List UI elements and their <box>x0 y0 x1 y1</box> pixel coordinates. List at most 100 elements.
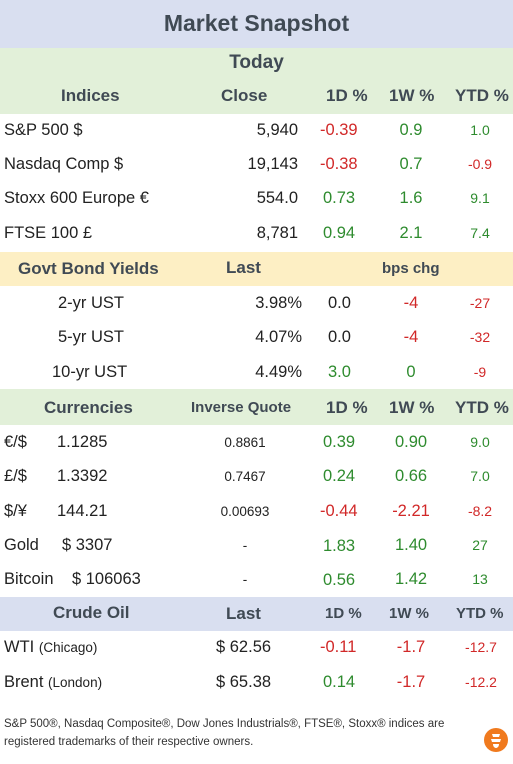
bond-d1: 0.0 <box>328 328 351 346</box>
currency-name: £/$ <box>4 467 27 485</box>
bond-w1: -4 <box>403 328 419 346</box>
d1-header: 1D % <box>326 86 368 105</box>
crude-w1: -1.7 <box>396 638 426 656</box>
index-name: S&P 500 $ <box>4 121 83 139</box>
currency-w1: 1.42 <box>394 570 428 588</box>
crude-header: Crude Oil <box>53 603 130 622</box>
ytd-header: YTD % <box>456 605 504 622</box>
crude-name: WTI <box>4 638 35 656</box>
currency-inverse: - <box>242 572 248 587</box>
crude-w1: -1.7 <box>396 673 426 691</box>
currency-price: 1.3392 <box>57 467 108 485</box>
bond-w1: -4 <box>403 294 419 312</box>
currency-price: 1.1285 <box>57 433 108 451</box>
currency-w1: -2.21 <box>392 502 430 520</box>
crude-name-cell: Brent (London) <box>4 673 102 692</box>
crude-last-header: Last <box>226 604 261 623</box>
flame-logo-icon <box>484 728 508 752</box>
index-name: Nasdaq Comp $ <box>4 155 124 173</box>
bonds-header-band <box>0 252 513 286</box>
close-header: Close <box>221 86 268 105</box>
currencies-header-band <box>0 389 513 425</box>
index-w1: 0.7 <box>399 155 423 173</box>
currency-w1: 0.90 <box>394 433 428 451</box>
index-w1: 2.1 <box>399 224 423 242</box>
bond-name: 10-yr UST <box>52 363 128 381</box>
currency-d1: -0.44 <box>320 502 358 520</box>
indices-header: Indices <box>61 86 120 105</box>
currency-ytd: 9.0 <box>470 434 490 450</box>
bonds-header: Govt Bond Yields <box>18 259 159 278</box>
currency-ytd: 13 <box>472 571 488 587</box>
crude-ytd: -12.7 <box>465 639 497 655</box>
crude-ytd: -12.2 <box>465 674 497 690</box>
bond-ytd: -32 <box>469 329 491 345</box>
currency-inverse: 0.8861 <box>224 435 266 450</box>
crude-name: Brent <box>4 673 44 691</box>
index-w1: 1.6 <box>399 189 423 207</box>
crude-location: (Chicago) <box>38 640 98 655</box>
currency-name: $/¥ <box>4 502 27 520</box>
indices-header-band <box>0 48 513 114</box>
crude-last: $ 65.38 <box>216 673 272 691</box>
bond-name: 2-yr UST <box>58 294 124 312</box>
crude-d1: -0.11 <box>320 638 357 656</box>
currency-ytd: 27 <box>472 537 488 553</box>
bond-name: 5-yr UST <box>58 328 124 346</box>
index-d1: 0.73 <box>323 189 356 207</box>
w1-header: 1W % <box>389 605 430 622</box>
currency-name: Gold <box>4 536 39 554</box>
currency-price: $ 3307 <box>62 536 113 554</box>
crude-d1: 0.14 <box>323 673 356 691</box>
currency-ytd: -8.2 <box>467 503 493 519</box>
index-close: 8,781 <box>256 224 298 242</box>
bond-w1: 0 <box>406 363 416 381</box>
currency-inverse: 0.7467 <box>224 469 266 484</box>
index-ytd: 7.4 <box>470 225 490 241</box>
page-title: Market Snapshot <box>0 0 513 48</box>
currency-w1: 0.66 <box>394 467 428 485</box>
d1-header: 1D % <box>325 605 362 622</box>
currency-price: $ 106063 <box>72 570 141 588</box>
currency-inverse: 0.00693 <box>220 504 270 519</box>
index-close: 19,143 <box>247 155 298 173</box>
index-close: 5,940 <box>256 121 298 139</box>
currency-d1: 0.24 <box>323 467 356 485</box>
today-label: Today <box>229 52 284 73</box>
index-close: 554.0 <box>256 189 298 207</box>
bond-last: 4.07% <box>255 328 302 346</box>
currency-w1: 1.40 <box>394 536 428 554</box>
crude-name-cell: WTI (Chicago) <box>4 638 97 657</box>
index-ytd: -0.9 <box>467 156 493 172</box>
index-w1: 0.9 <box>399 121 423 139</box>
index-name: Stoxx 600 Europe € <box>4 189 149 207</box>
crude-last: $ 62.56 <box>216 638 272 656</box>
currencies-header: Currencies <box>44 398 133 417</box>
trademark-footer: S&P 500®, Nasdaq Composite®, Dow Jones I… <box>4 718 445 748</box>
currency-d1: 1.83 <box>323 537 356 555</box>
currency-d1: 0.56 <box>323 571 356 589</box>
crude-header-band <box>0 597 513 631</box>
bond-last: 3.98% <box>255 294 302 312</box>
inverse-quote-header: Inverse Quote <box>191 399 292 416</box>
index-d1: -0.39 <box>320 121 358 139</box>
ytd-header: YTD % <box>455 86 509 105</box>
bond-ytd: -9 <box>473 364 487 380</box>
bond-d1: 0.0 <box>328 294 351 312</box>
currency-d1: 0.39 <box>323 433 356 451</box>
bond-d1: 3.0 <box>328 363 351 381</box>
w1-header: 1W % <box>389 398 435 417</box>
index-ytd: 1.0 <box>470 122 490 138</box>
bond-ytd: -27 <box>469 295 491 311</box>
index-ytd: 9.1 <box>470 190 490 206</box>
currency-inverse: - <box>242 538 248 553</box>
index-name: FTSE 100 £ <box>4 224 93 242</box>
currency-name: €/$ <box>4 433 27 451</box>
bond-last: 4.49% <box>255 363 302 381</box>
w1-header: 1W % <box>389 86 435 105</box>
currency-price: 144.21 <box>57 502 108 520</box>
d1-header: 1D % <box>326 398 368 417</box>
bonds-last-header: Last <box>226 258 261 277</box>
currency-ytd: 7.0 <box>470 468 490 484</box>
currency-name: Bitcoin <box>4 570 54 588</box>
